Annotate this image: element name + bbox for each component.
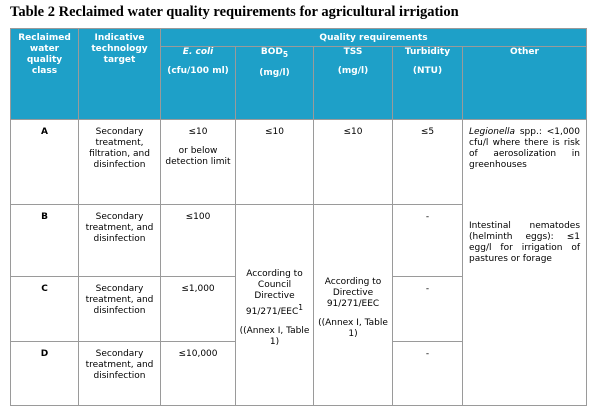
class-cell: C — [10, 276, 79, 342]
tss-annex: ((Annex I, Table 1) — [318, 318, 388, 339]
tss-text: According to Directive 91/271/EEC — [324, 277, 382, 309]
header-cell: Other — [461, 46, 588, 120]
column-subscript: 5 — [282, 49, 289, 59]
bod-cell: ≤10 — [235, 119, 314, 205]
other-cell: Legionella spp.: <1,000 cfu/l where ther… — [461, 119, 588, 406]
turbidity-cell: - — [392, 204, 463, 277]
header-cell: Reclaimed water quality class — [10, 28, 79, 120]
column-unit: (cfu/100 ml) — [167, 66, 229, 76]
ecoli-cell: ≤10 or below detection limit — [160, 119, 236, 205]
ecoli-cell: ≤1,000 — [160, 276, 236, 342]
footnote: 1 — [298, 303, 304, 312]
bod-merged-cell: According to Council Directive 91/271/EE… — [235, 204, 314, 406]
technology-cell: Secondary treatment, and disinfection — [78, 204, 161, 277]
column-name: TSS — [343, 47, 363, 57]
technology-cell: Secondary treatment, filtration, and dis… — [78, 119, 161, 205]
ecoli-value: ≤10 — [188, 127, 208, 137]
bod-text: According to Council Directive 91/271/EE… — [245, 269, 303, 317]
column-name: Turbidity — [404, 47, 451, 57]
header-cell: TSS (mg/l) — [313, 46, 393, 120]
table-title: Table 2 Reclaimed water quality requirem… — [10, 4, 459, 20]
turbidity-cell: ≤5 — [392, 119, 463, 205]
class-cell: D — [10, 341, 79, 406]
tss-cell: ≤10 — [313, 119, 393, 205]
column-unit: (NTU) — [412, 66, 443, 76]
turbidity-cell: - — [392, 276, 463, 342]
header-cell: Indicative technology target — [78, 28, 161, 120]
other-a-text: spp.: <1,000 cfu/l where there is risk o… — [469, 127, 581, 170]
organism: Legionella — [469, 127, 516, 137]
class-cell: A — [10, 119, 79, 205]
class-cell: B — [10, 204, 79, 277]
other-bcd: Intestinal nematodes (helminth eggs): ≤1… — [469, 221, 581, 264]
tss-merged-cell: According to Directive 91/271/EEC ((Annex… — [313, 204, 393, 406]
column-name: E. coli — [182, 47, 214, 57]
ecoli-cell: ≤10,000 — [160, 341, 236, 406]
header-cell: Quality requirements — [159, 28, 588, 47]
header-cell: BOD5 (mg/l) — [235, 46, 314, 120]
quality-table: Reclaimed water quality class Indicative… — [10, 28, 588, 406]
column-name: BOD — [260, 47, 283, 57]
technology-cell: Secondary treatment, and disinfection — [78, 341, 161, 406]
column-unit: (mg/l) — [259, 67, 290, 78]
turbidity-cell: - — [392, 341, 463, 406]
column-name: Other — [510, 47, 539, 57]
ecoli-note: or below detection limit — [165, 146, 231, 167]
column-unit: (mg/l) — [337, 66, 369, 76]
technology-cell: Secondary treatment, and disinfection — [78, 276, 161, 342]
header-cell: Turbidity (NTU) — [392, 46, 463, 120]
bod-annex: ((Annex I, Table 1) — [239, 326, 310, 347]
header-cell: E. coli (cfu/100 ml) — [160, 46, 236, 120]
other-a: Legionella spp.: <1,000 cfu/l where ther… — [469, 127, 580, 170]
ecoli-cell: ≤100 — [160, 204, 236, 277]
